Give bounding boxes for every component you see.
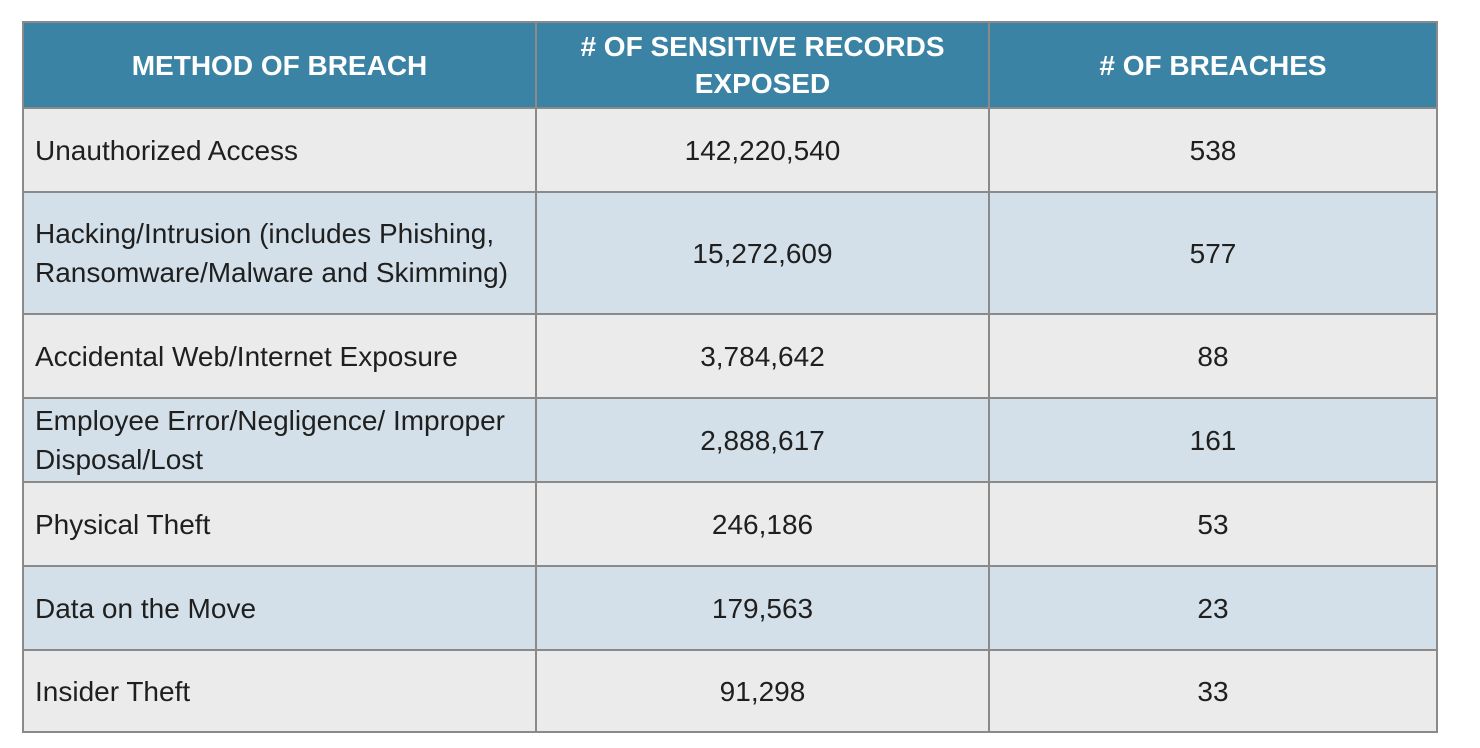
breaches-cell: 23: [988, 565, 1438, 651]
column-header-records: # OF SENSITIVE RECORDS EXPOSED: [535, 21, 990, 109]
table-row: Data on the Move 179,563 23: [22, 565, 1438, 651]
table-row: Hacking/Intrusion (includes Phishing, Ra…: [22, 191, 1438, 315]
table-row: Employee Error/Negligence/ Improper Disp…: [22, 397, 1438, 483]
column-header-method: METHOD OF BREACH: [22, 21, 537, 109]
table-row: Unauthorized Access 142,220,540 538: [22, 107, 1438, 193]
table-row: Insider Theft 91,298 33: [22, 649, 1438, 733]
method-cell: Employee Error/Negligence/ Improper Disp…: [22, 397, 537, 483]
records-cell: 15,272,609: [535, 191, 990, 315]
column-header-breaches: # OF BREACHES: [988, 21, 1438, 109]
records-cell: 91,298: [535, 649, 990, 733]
records-cell: 3,784,642: [535, 313, 990, 399]
method-cell: Hacking/Intrusion (includes Phishing, Ra…: [22, 191, 537, 315]
records-cell: 246,186: [535, 481, 990, 567]
records-cell: 2,888,617: [535, 397, 990, 483]
method-cell: Physical Theft: [22, 481, 537, 567]
breach-table-container: METHOD OF BREACH # OF SENSITIVE RECORDS …: [22, 21, 1438, 733]
method-cell: Accidental Web/Internet Exposure: [22, 313, 537, 399]
method-cell: Unauthorized Access: [22, 107, 537, 193]
table-row: Physical Theft 246,186 53: [22, 481, 1438, 567]
method-cell: Insider Theft: [22, 649, 537, 733]
records-cell: 179,563: [535, 565, 990, 651]
breaches-cell: 577: [988, 191, 1438, 315]
breaches-cell: 88: [988, 313, 1438, 399]
breaches-cell: 161: [988, 397, 1438, 483]
breach-methods-table: METHOD OF BREACH # OF SENSITIVE RECORDS …: [22, 21, 1438, 733]
breaches-cell: 53: [988, 481, 1438, 567]
breaches-cell: 33: [988, 649, 1438, 733]
table-header-row: METHOD OF BREACH # OF SENSITIVE RECORDS …: [22, 21, 1438, 109]
table-row: Accidental Web/Internet Exposure 3,784,6…: [22, 313, 1438, 399]
breaches-cell: 538: [988, 107, 1438, 193]
records-cell: 142,220,540: [535, 107, 990, 193]
method-cell: Data on the Move: [22, 565, 537, 651]
